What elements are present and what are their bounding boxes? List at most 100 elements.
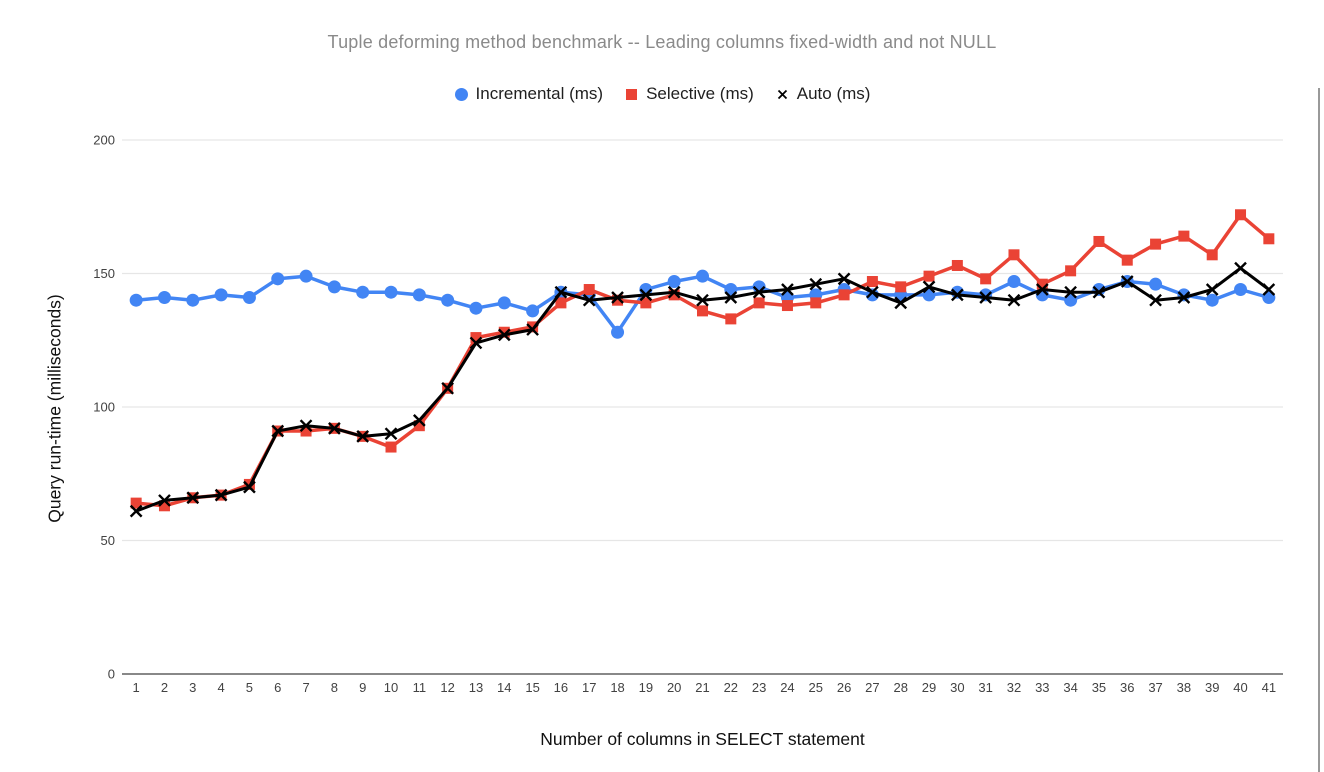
data-point-marker [781, 283, 794, 296]
data-point-marker [356, 430, 370, 443]
data-point-marker [1205, 283, 1219, 296]
data-point-marker [895, 281, 907, 293]
x-tick-label: 25 [809, 680, 823, 695]
data-point-marker [1007, 275, 1021, 289]
y-tick-label: 0 [108, 667, 115, 682]
window-edge-line [1318, 88, 1320, 772]
x-tick-label: 31 [978, 680, 992, 695]
data-point-marker [469, 336, 483, 350]
data-point-marker [894, 296, 908, 310]
data-point-marker [327, 280, 341, 294]
legend-label-auto: Auto (ms) [796, 84, 871, 103]
data-point-marker [271, 424, 285, 438]
data-point-marker [753, 297, 765, 309]
x-tick-label: 11 [413, 680, 427, 695]
data-point-marker [242, 291, 256, 305]
x-tick-label: 38 [1177, 680, 1191, 695]
data-point-marker [497, 296, 511, 310]
data-point-marker [696, 269, 709, 283]
legend-item-incremental: Incremental (ms) [454, 84, 603, 104]
data-point-marker [980, 273, 992, 285]
x-tick-label: 16 [554, 680, 568, 695]
x-tick-label: 10 [384, 680, 398, 695]
data-point-marker [1206, 249, 1218, 261]
x-tick-label: 13 [469, 680, 483, 695]
chart-title: Tuple deforming method benchmark -- Lead… [327, 32, 997, 52]
data-point-marker [1121, 254, 1133, 266]
y-axis-title: Query run-time (milliseconds) [44, 294, 65, 523]
data-point-marker [725, 313, 737, 325]
data-point-marker [667, 275, 681, 289]
data-point-marker [1035, 283, 1049, 296]
y-tick-label: 50 [101, 533, 115, 548]
data-point-marker [866, 285, 879, 299]
data-point-marker [951, 259, 963, 271]
x-tick-label: 20 [667, 680, 681, 695]
series-incremental-ms [129, 269, 1276, 339]
x-tick-label: 29 [922, 680, 936, 695]
x-tick-label: 36 [1120, 680, 1134, 695]
y-tick-label: 200 [93, 133, 115, 148]
x-tick-label: 40 [1233, 680, 1247, 695]
data-point-marker [582, 293, 596, 307]
data-point-marker [186, 293, 200, 307]
legend-item-selective: Selective (ms) [624, 84, 754, 104]
data-point-marker [1008, 249, 1020, 261]
data-point-marker [1177, 291, 1191, 304]
data-point-marker [979, 291, 993, 304]
x-tick-label: 2 [161, 680, 168, 695]
series-line [134, 266, 1271, 513]
data-point-marker [781, 300, 793, 312]
data-point-marker [158, 500, 170, 512]
data-point-marker [697, 305, 708, 317]
data-point-marker [412, 414, 426, 427]
x-tick-label: 7 [302, 680, 309, 695]
x-tick-label: 23 [752, 680, 766, 695]
x-tick-label: 35 [1092, 680, 1106, 695]
data-point-marker [527, 321, 539, 333]
data-point-marker [1149, 293, 1162, 307]
data-point-marker [1205, 293, 1219, 307]
data-point-marker [1036, 278, 1048, 290]
data-point-marker [809, 277, 823, 291]
x-tick-label: 41 [1262, 680, 1276, 695]
x-tick-label: 30 [950, 680, 964, 695]
data-point-marker [214, 488, 228, 502]
data-point-marker [470, 332, 482, 344]
data-point-marker [129, 504, 143, 518]
data-point-marker [526, 304, 540, 318]
data-point-marker [158, 494, 171, 507]
chart-legend: Incremental (ms) Selective (ms) Auto (ms… [0, 80, 1324, 108]
data-point-marker [300, 425, 312, 437]
data-point-marker [611, 325, 625, 339]
data-point-marker [554, 285, 568, 299]
data-point-marker [1263, 233, 1275, 245]
x-tick-label: 39 [1205, 680, 1219, 695]
x-tick-label: 27 [865, 680, 879, 695]
data-point-marker [214, 288, 228, 302]
x-tick-label: 28 [893, 680, 907, 695]
x-marker-icon [777, 89, 787, 99]
data-point-marker [611, 291, 624, 304]
data-point-marker [1064, 285, 1077, 299]
x-tick-label: 19 [639, 680, 653, 695]
x-tick-label: 5 [246, 680, 253, 695]
data-point-marker [696, 293, 709, 307]
data-point-marker [299, 419, 313, 433]
data-point-marker [810, 297, 822, 309]
data-point-marker [129, 293, 143, 307]
data-point-marker [1093, 235, 1105, 247]
data-point-marker [356, 285, 370, 299]
x-tick-label: 22 [724, 680, 738, 695]
data-point-marker [752, 285, 766, 299]
x-tick-label: 8 [331, 680, 338, 695]
data-point-marker [667, 285, 681, 299]
data-point-marker [1178, 230, 1190, 242]
x-tick-label: 15 [525, 680, 539, 695]
series-line [134, 213, 1271, 508]
data-point-marker [922, 280, 936, 294]
x-tick-label: 17 [582, 680, 596, 695]
x-tick-label: 6 [274, 680, 281, 695]
